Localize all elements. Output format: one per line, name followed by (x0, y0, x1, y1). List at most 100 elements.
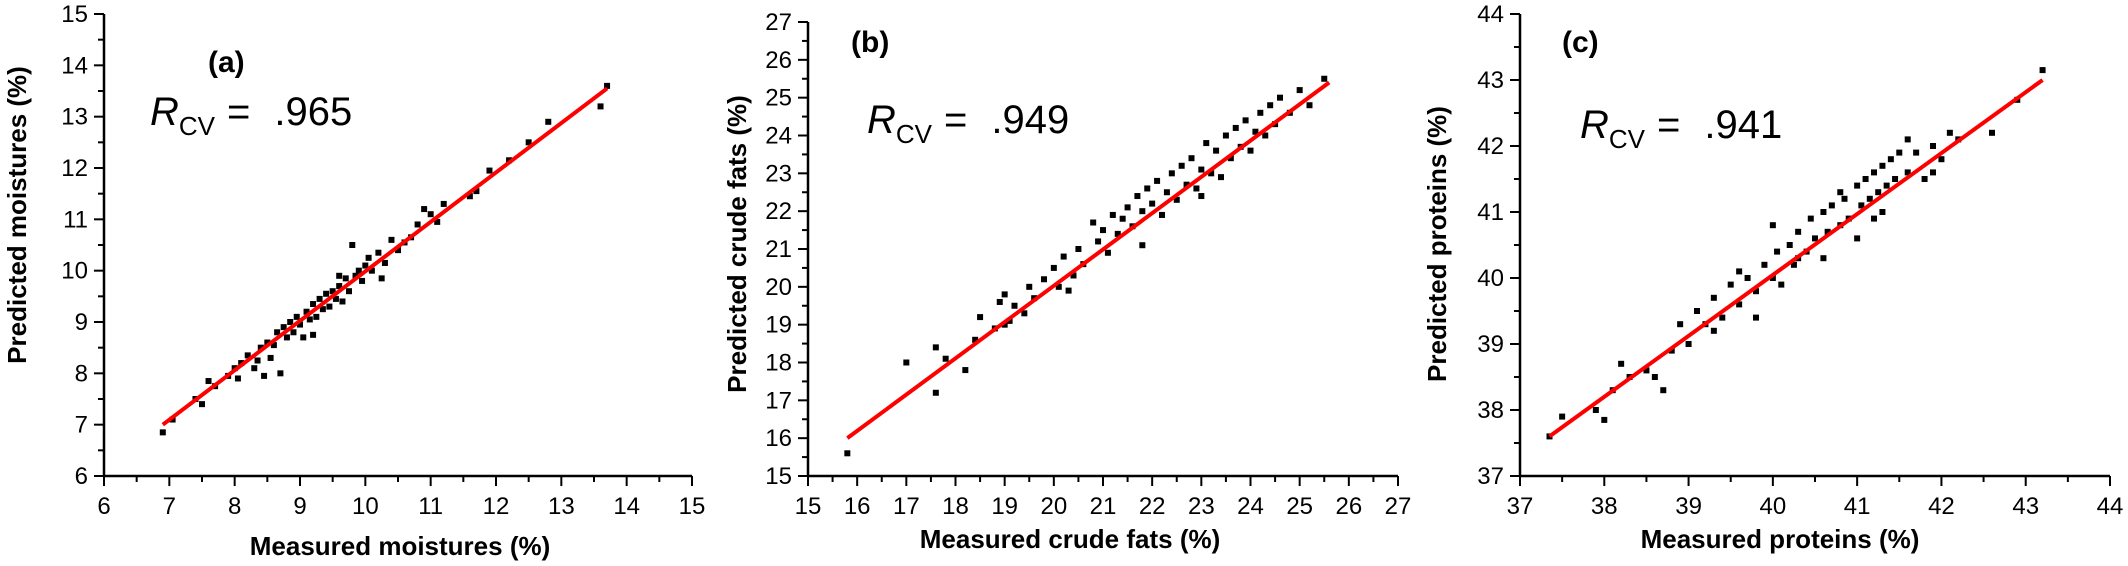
stat-equals: = (944, 98, 967, 142)
scatter-point (1837, 189, 1844, 196)
y-tick-label: 41 (1477, 199, 1504, 226)
scatter-point (1668, 347, 1675, 354)
y-tick-label: 15 (61, 1, 88, 28)
scatter-point (414, 221, 421, 228)
scatter-point (1227, 155, 1234, 162)
scatter-point (604, 82, 611, 89)
x-axis-title-b: Measured crude fats (%) (920, 524, 1221, 554)
scatter-point (293, 313, 300, 320)
scatter-point (932, 389, 939, 396)
scatter-point (1001, 321, 1008, 328)
scatter-point (1203, 140, 1210, 147)
scatter-point (1989, 129, 1995, 136)
scatter-point (1198, 166, 1205, 173)
scatter-point (545, 118, 552, 125)
x-tick-label: 17 (893, 493, 920, 520)
scatter-point (355, 267, 362, 274)
stat-value: .949 (991, 98, 1069, 142)
scatter-point (1930, 169, 1936, 176)
stat-equals: = (227, 90, 250, 134)
scatter-point (287, 319, 294, 325)
x-tick-label: 11 (418, 493, 443, 520)
scatter-point (1854, 182, 1861, 189)
panel-label-a: (a) (208, 46, 245, 79)
scatter-point (1592, 407, 1599, 413)
scatter-point (336, 283, 343, 290)
scatter-point (323, 290, 330, 297)
scatter-point (1778, 281, 1785, 288)
y-tick-label: 20 (765, 274, 792, 301)
scatter-point (199, 401, 205, 408)
scatter-point (264, 339, 271, 346)
scatter-point (1828, 202, 1835, 209)
x-tick-label: 42 (1928, 493, 1955, 520)
scatter-point (270, 342, 277, 349)
scatter-point (1761, 261, 1768, 268)
scatter-point (1090, 219, 1097, 226)
scatter-point (1736, 301, 1743, 308)
scatter-point (388, 236, 395, 243)
scatter-point (306, 316, 313, 323)
scatter-point (1075, 246, 1082, 252)
y-tick-label: 6 (75, 463, 88, 490)
x-tick-label: 27 (1385, 493, 1412, 520)
scatter-point (1651, 374, 1658, 380)
scatter-point (1321, 75, 1328, 82)
scatter-point (274, 329, 281, 336)
scatter-point (359, 277, 366, 284)
scatter-point (1139, 208, 1146, 215)
y-tick-label: 7 (75, 412, 88, 439)
scatter-point (1774, 248, 1781, 255)
scatter-point (336, 272, 343, 279)
x-tick-label: 19 (991, 493, 1018, 520)
scatter-point (1938, 156, 1945, 163)
scatter-point (346, 288, 352, 295)
y-axis-title-a: Predicted moistures (%) (2, 66, 32, 364)
scatter-point (1026, 283, 1033, 290)
x-tick-label: 18 (942, 493, 969, 520)
scatter-point (597, 103, 604, 110)
scatter-point (1677, 321, 1684, 328)
scatter-point (421, 206, 428, 213)
x-axis-title-c: Measured proteins (%) (1641, 524, 1920, 554)
regression-line (161, 86, 609, 427)
scatter-point (1277, 94, 1283, 101)
scatter-point (310, 301, 317, 308)
scatter-point (932, 344, 939, 351)
scatter-point (942, 355, 949, 362)
stat-symbol: R (150, 90, 179, 134)
scatter-point (332, 295, 339, 302)
scatter-points (1546, 67, 2046, 440)
scatter-point (1736, 268, 1743, 275)
x-tick-label: 10 (352, 493, 379, 520)
scatter-point (1710, 294, 1717, 301)
y-tick-label: 9 (75, 309, 88, 336)
y-tick-label: 8 (75, 360, 88, 387)
scatter-point (1178, 162, 1185, 169)
x-tick-label: 12 (483, 493, 510, 520)
x-tick-label: 43 (2012, 493, 2039, 520)
scatter-point (303, 308, 310, 315)
y-tick-label: 26 (765, 47, 792, 74)
y-tick-label: 39 (1477, 331, 1504, 358)
stat-subscript: CV (1609, 124, 1646, 154)
scatter-point (1001, 291, 1008, 298)
scatter-point (283, 334, 290, 341)
scatter-point (257, 344, 264, 351)
scatter-point (1198, 193, 1205, 200)
x-tick-label: 37 (1507, 493, 1534, 520)
y-tick-label: 21 (765, 236, 792, 263)
scatter-point (1769, 275, 1776, 281)
scatter-point (1694, 308, 1700, 314)
scatter-point (1795, 228, 1802, 235)
y-tick-label: 42 (1477, 133, 1504, 160)
scatter-point (1267, 102, 1274, 109)
scatter-point (1921, 176, 1928, 182)
scatter-point (342, 275, 349, 282)
scatter-point (395, 247, 401, 254)
scatter-point (313, 313, 320, 320)
x-tick-label: 9 (293, 493, 306, 520)
scatter-point (1685, 341, 1692, 347)
scatter-point (159, 429, 166, 436)
